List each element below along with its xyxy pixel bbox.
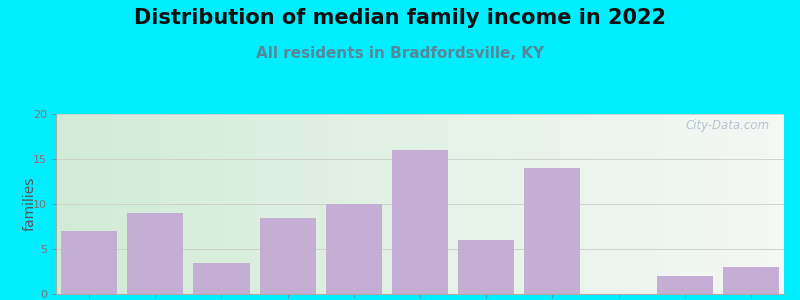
- Y-axis label: families: families: [23, 177, 37, 231]
- Bar: [392, 150, 448, 294]
- Bar: [722, 267, 779, 294]
- Bar: [127, 213, 183, 294]
- Bar: [326, 204, 382, 294]
- Text: City-Data.com: City-Data.com: [686, 119, 770, 132]
- Bar: [259, 218, 316, 294]
- Bar: [524, 168, 581, 294]
- Text: All residents in Bradfordsville, KY: All residents in Bradfordsville, KY: [256, 46, 544, 62]
- Bar: [61, 231, 118, 294]
- Bar: [458, 240, 514, 294]
- Bar: [194, 262, 250, 294]
- Bar: [657, 276, 713, 294]
- Text: Distribution of median family income in 2022: Distribution of median family income in …: [134, 8, 666, 28]
